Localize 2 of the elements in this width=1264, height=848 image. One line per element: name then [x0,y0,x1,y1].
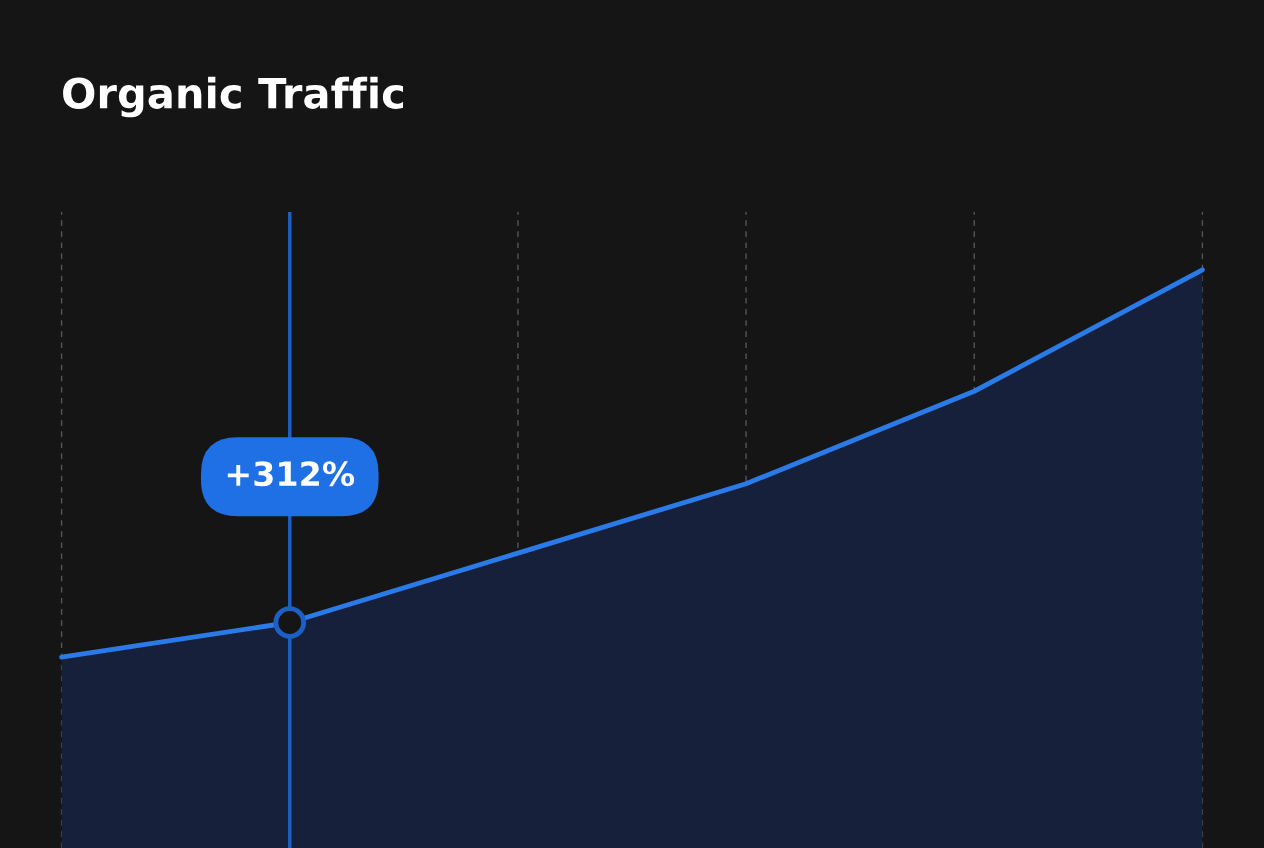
annotation: +312% [227,461,355,487]
chart-title: Organic Traffic [63,76,404,118]
